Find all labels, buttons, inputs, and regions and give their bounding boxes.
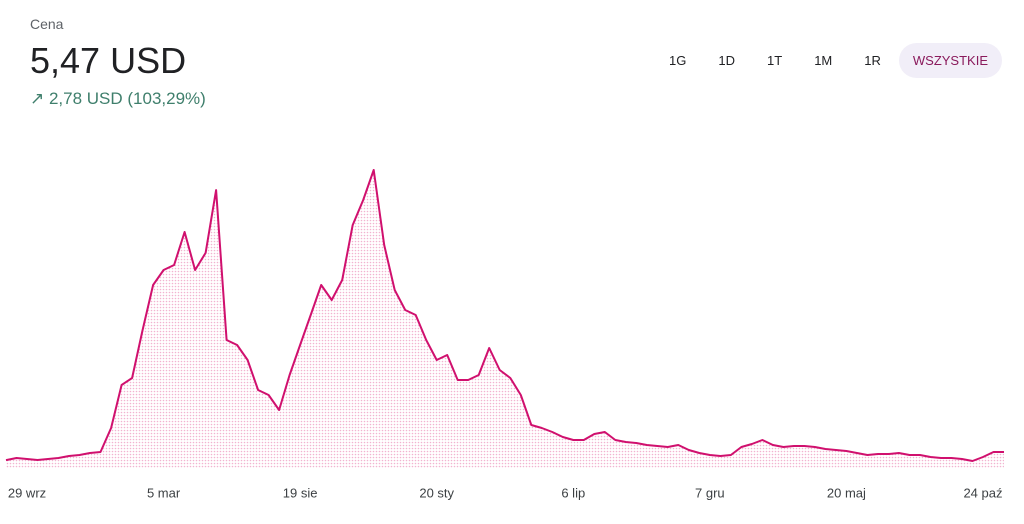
range-tab[interactable]: WSZYSTKIE bbox=[898, 43, 1002, 78]
x-tick-label: 20 maj bbox=[827, 485, 866, 500]
up-arrow: ↗ bbox=[30, 89, 49, 108]
x-tick-label: 29 wrz bbox=[8, 485, 46, 500]
range-tab[interactable]: 1R bbox=[864, 53, 881, 68]
x-tick-label: 24 paź bbox=[963, 485, 1002, 500]
x-tick-label: 19 sie bbox=[283, 485, 318, 500]
range-tab[interactable]: 1G bbox=[669, 53, 687, 68]
change-text: 2,78 USD (103,29%) bbox=[48, 89, 206, 108]
range-tabs: 1G 1D 1T 1M 1R WSZYSTKIE bbox=[655, 43, 1002, 78]
x-tick-label: 5 mar bbox=[147, 485, 181, 500]
price-label: Cena bbox=[30, 16, 64, 32]
price-line bbox=[5, 169, 1004, 462]
price: 5,47 USD bbox=[30, 40, 187, 81]
range-tab[interactable]: 1D bbox=[718, 53, 736, 68]
x-tick-label: 7 gru bbox=[695, 485, 725, 500]
x-tick-label: 20 sty bbox=[419, 485, 454, 500]
x-tick-label: 6 lip bbox=[561, 485, 585, 500]
range-tab[interactable]: 1M bbox=[814, 53, 833, 68]
range-tab[interactable]: 1T bbox=[767, 53, 783, 68]
area bbox=[6, 170, 1004, 468]
price-change: ↗ 2,78 USD (103,29%) bbox=[30, 89, 206, 109]
